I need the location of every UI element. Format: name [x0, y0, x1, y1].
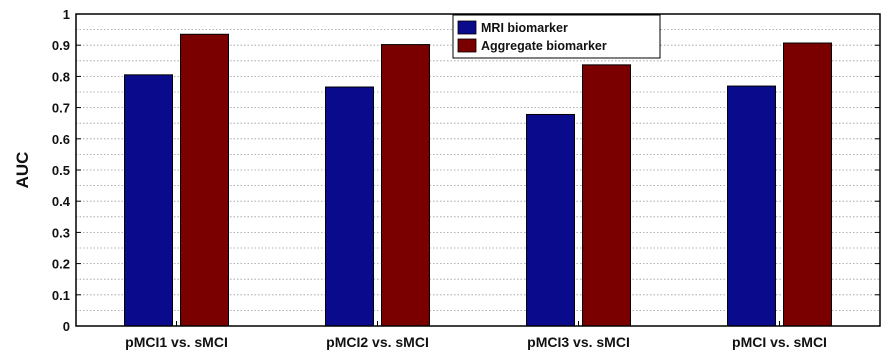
y-tick-label: 0 [63, 319, 70, 334]
legend-swatch-mri [457, 20, 477, 35]
legend-swatch-aggregate [457, 38, 477, 53]
y-tick-label: 1 [63, 7, 70, 22]
bar-mri [727, 85, 776, 327]
y-tick-label: 0.2 [52, 257, 70, 272]
bars [124, 33, 832, 327]
y-tick-label: 0.3 [52, 225, 70, 240]
bar-mri [526, 113, 575, 327]
x-tick-label: pMCI1 vs. sMCI [125, 334, 228, 350]
y-tick-label: 0.5 [52, 163, 70, 178]
x-tick-label: pMCI2 vs. sMCI [326, 334, 429, 350]
bar-aggregate [381, 44, 430, 327]
bar-mri [325, 86, 374, 327]
bar-aggregate [180, 33, 229, 327]
bar-mri [124, 74, 173, 327]
x-tick-label: pMCI vs. sMCI [732, 334, 827, 350]
y-tick-label: 0.9 [52, 38, 70, 53]
legend-label-aggregate: Aggregate biomarker [481, 39, 607, 53]
bar-aggregate [783, 42, 832, 327]
legend: MRI biomarker Aggregate biomarker [452, 14, 661, 59]
legend-label-mri: MRI biomarker [481, 21, 568, 35]
y-axis-title: AUC [13, 152, 32, 189]
bar-aggregate [582, 64, 631, 327]
y-tick-label: 0.6 [52, 132, 70, 147]
y-tick-label: 0.7 [52, 101, 70, 116]
legend-box [452, 14, 661, 59]
y-axis-ticks: 0 0.1 0.2 0.3 0.4 0.5 0.6 0.7 0.8 0.9 1 [52, 7, 880, 334]
x-axis-labels: pMCI1 vs. sMCI pMCI2 vs. sMCI pMCI3 vs. sM… [125, 321, 827, 350]
y-tick-label: 0.4 [52, 194, 71, 209]
y-tick-label: 0.1 [52, 288, 70, 303]
x-tick-label: pMCI3 vs. sMCI [527, 334, 630, 350]
y-tick-label: 0.8 [52, 69, 70, 84]
